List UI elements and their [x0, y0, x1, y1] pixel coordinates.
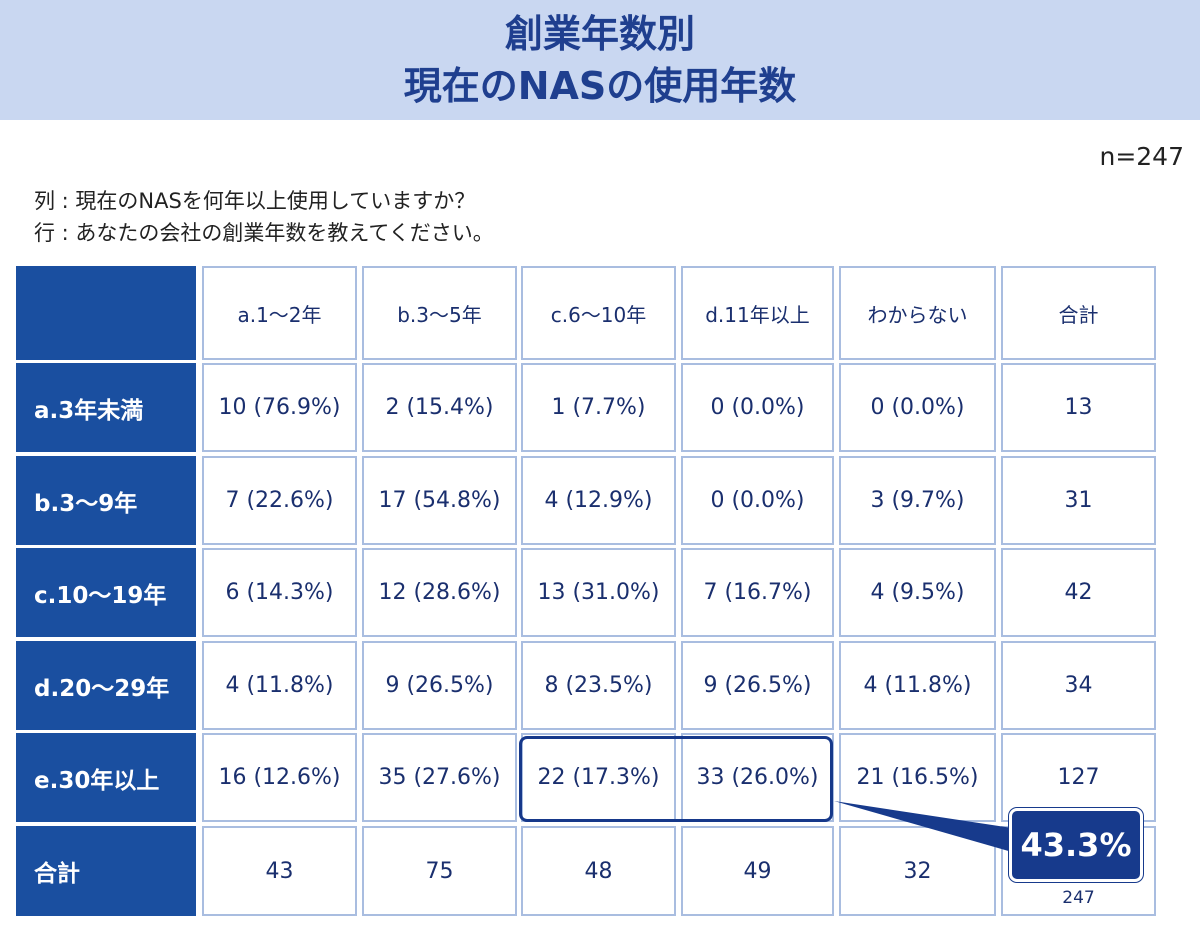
table-cell: 4 (11.8%): [839, 641, 996, 730]
column-question: 列 : 現在のNASを何年以上使用していますか？: [34, 189, 476, 213]
callout-pointer-shape: [834, 801, 1012, 852]
table-cell: 48: [521, 826, 676, 916]
column-header: b.3～5年: [362, 266, 517, 360]
table-cell: 75: [362, 826, 517, 916]
table-cell: 33 (26.0%): [681, 733, 834, 822]
table-cell: 3 (9.7%): [839, 456, 996, 545]
table-cell: 9 (26.5%): [362, 641, 517, 730]
table-corner: [16, 266, 196, 360]
column-header: d.11年以上: [681, 266, 834, 360]
table-cell: 13: [1001, 363, 1156, 452]
table-cell: 42: [1001, 548, 1156, 637]
row-header: b.3～9年: [16, 456, 196, 545]
table-cell: 16 (12.6%): [202, 733, 357, 822]
title-line-1: 創業年数別: [504, 12, 695, 56]
row-header: 合計: [16, 826, 196, 916]
table-cell: 0 (0.0%): [681, 456, 834, 545]
table-cell: 0 (0.0%): [681, 363, 834, 452]
table-cell: 13 (31.0%): [521, 548, 676, 637]
callout-badge: 43.3%: [1009, 808, 1143, 882]
table-cell: 10 (76.9%): [202, 363, 357, 452]
table-cell: 34: [1001, 641, 1156, 730]
table-cell: 7 (16.7%): [681, 548, 834, 637]
table-cell: 31: [1001, 456, 1156, 545]
table-cell: 49: [681, 826, 834, 916]
title-line-2: 現在のNASの使用年数: [403, 64, 797, 108]
table-cell: 6 (14.3%): [202, 548, 357, 637]
column-header: わからない: [839, 266, 996, 360]
title-banner: 創業年数別 現在のNASの使用年数: [0, 0, 1200, 120]
table-cell: 1 (7.7%): [521, 363, 676, 452]
table-cell: 7 (22.6%): [202, 456, 357, 545]
table-cell: 17 (54.8%): [362, 456, 517, 545]
table-cell: 22 (17.3%): [521, 733, 676, 822]
row-header: e.30年以上: [16, 733, 196, 822]
row-header: c.10～19年: [16, 548, 196, 637]
table-cell: 9 (26.5%): [681, 641, 834, 730]
table-cell: 4 (11.8%): [202, 641, 357, 730]
table-cell: 4 (12.9%): [521, 456, 676, 545]
column-header: a.1～2年: [202, 266, 357, 360]
row-header: a.3年未満: [16, 363, 196, 452]
table-cell: 35 (27.6%): [362, 733, 517, 822]
crosstab-table: a.1～2年 b.3～5年 c.6～10年 d.11年以上 わからない 合計 a.3年未満 1…: [16, 266, 1156, 916]
row-header: d.20～29年: [16, 641, 196, 730]
table-cell: 2 (15.4%): [362, 363, 517, 452]
table-cell: 32: [839, 826, 996, 916]
sample-size: n=247: [1099, 142, 1184, 171]
row-question: 行 : あなたの会社の創業年数を教えてください。: [34, 221, 494, 245]
table-cell: 8 (23.5%): [521, 641, 676, 730]
table-cell: 0 (0.0%): [839, 363, 996, 452]
highlight-box: [519, 736, 833, 822]
table-cell: 4 (9.5%): [839, 548, 996, 637]
column-header: 合計: [1001, 266, 1156, 360]
table-cell: 12 (28.6%): [362, 548, 517, 637]
table-cell: 43: [202, 826, 357, 916]
column-header: c.6～10年: [521, 266, 676, 360]
